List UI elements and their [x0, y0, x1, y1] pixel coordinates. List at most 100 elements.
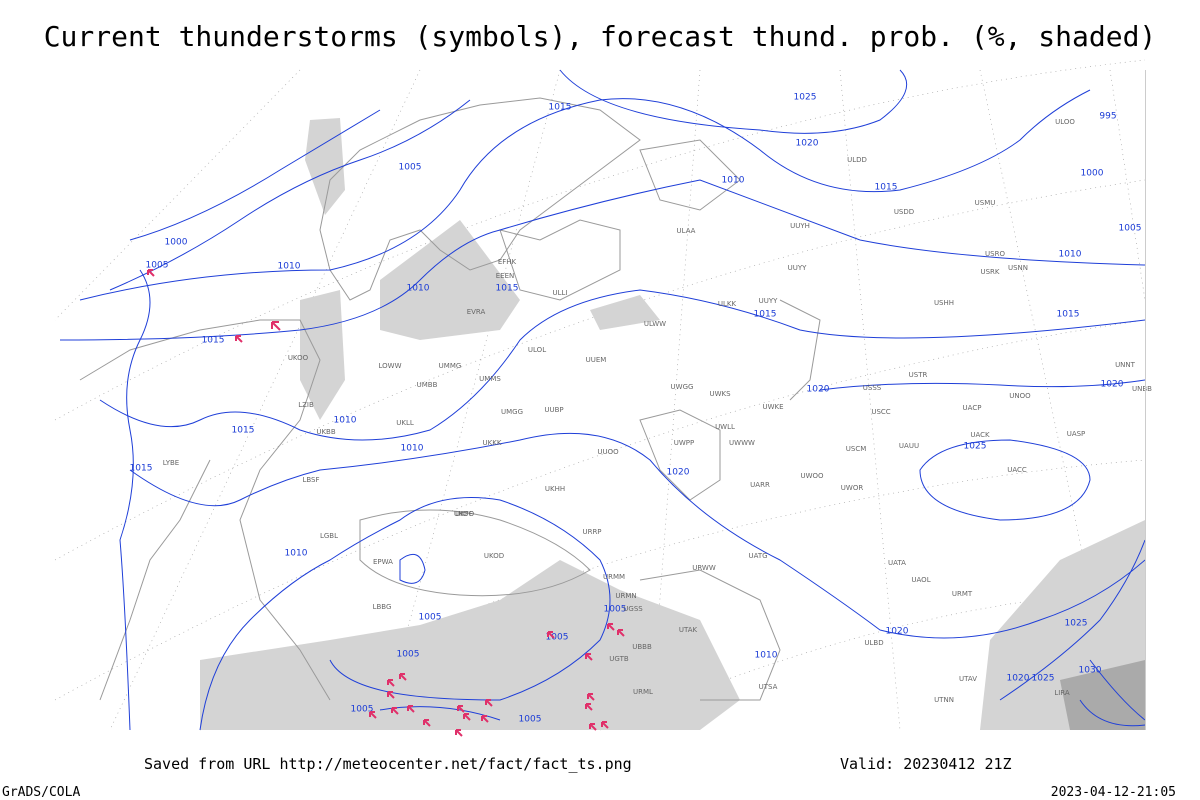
isobar-label: 1015 — [1057, 310, 1080, 320]
station-label: UACK — [970, 431, 990, 439]
station-label: USDD — [894, 208, 914, 216]
isobar-label: 1005 — [546, 633, 569, 643]
station-label: URMN — [615, 592, 636, 600]
isobar-label: 1015 — [549, 103, 572, 113]
isobars — [59, 69, 1146, 731]
station-label: USCM — [846, 445, 867, 453]
thunderstorm-symbols — [147, 269, 625, 737]
station-label: URML — [633, 688, 653, 696]
isobar-label: 1020 — [796, 139, 819, 149]
station-label: UMMG — [439, 362, 462, 370]
isobar-label: 1020 — [886, 627, 909, 637]
station-label: EEEN — [496, 272, 515, 280]
station-label: UATA — [888, 559, 906, 567]
station-label: ULBD — [864, 639, 883, 647]
station-label: UASP — [1067, 430, 1086, 438]
station-label: UKLL — [396, 419, 414, 427]
isobar-label: 1000 — [1081, 169, 1104, 179]
station-label: UWOR — [841, 484, 864, 492]
station-label: UKFF — [455, 510, 473, 518]
station-label: ULDD — [847, 156, 867, 164]
station-label: UKBB — [316, 428, 336, 436]
isobar-label: 995 — [1099, 112, 1116, 122]
station-label: UWPP — [674, 439, 695, 447]
station-label: UUYY — [788, 264, 808, 272]
station-label: UUYY — [759, 297, 779, 305]
isobar-label: 1005 — [146, 261, 169, 271]
isobar-label: 1010 — [407, 284, 430, 294]
station-label: UGSS — [623, 605, 643, 613]
station-label: USCC — [871, 408, 890, 416]
station-label: UKOO — [288, 354, 309, 362]
title: Current thunderstorms (symbols), forecas… — [44, 20, 1157, 53]
station-label: UKOO — [454, 510, 475, 518]
isobar-label: 1010 — [285, 549, 308, 559]
station-label: ULOO — [1055, 118, 1075, 126]
station-label: UARR — [750, 481, 770, 489]
isobar-label: 1005 — [397, 650, 420, 660]
station-label: USRO — [985, 250, 1005, 258]
isobar-label: 1010 — [278, 262, 301, 272]
station-label: UNNT — [1115, 361, 1136, 369]
station-label: USSS — [863, 384, 882, 392]
isobar-label: 1010 — [401, 444, 424, 454]
station-label: UWWW — [729, 439, 755, 447]
station-label: EPWA — [373, 558, 393, 566]
station-label: LZIB — [298, 401, 314, 409]
isobar-label: 1015 — [496, 284, 519, 294]
isobar-label: 1020 — [667, 468, 690, 478]
isobar-label: 1030 — [1079, 666, 1102, 676]
station-label: URRP — [582, 528, 601, 536]
graticule — [54, 59, 1146, 731]
station-label: USTR — [909, 371, 928, 379]
map-edge — [1145, 70, 1146, 730]
station-label: UAUU — [899, 442, 919, 450]
isobar-label: 1015 — [232, 426, 255, 436]
isobar-labels: 1015 1025 995 1020 1005 1010 1015 1000 1000 1005 1… — [130, 93, 1142, 725]
station-label: UAOL — [911, 576, 930, 584]
station-label: UKHH — [545, 485, 565, 493]
isobar-label: 1010 — [722, 176, 745, 186]
isobar-label: 1020 — [807, 385, 830, 395]
station-label: UATG — [748, 552, 767, 560]
isobar-label: 1005 — [604, 605, 627, 615]
station-label: LYBE — [163, 459, 179, 467]
station-label: ULOL — [528, 346, 546, 354]
isobar-label: 1005 — [519, 715, 542, 725]
station-label: UTSA — [759, 683, 778, 691]
isobar-label: 1015 — [754, 310, 777, 320]
station-label: UWOO — [800, 472, 824, 480]
station-label: ULKK — [718, 300, 737, 308]
coastlines — [79, 97, 821, 701]
station-label: UMGG — [501, 408, 523, 416]
isobar-label: 1005 — [419, 613, 442, 623]
isobar-label: 1000 — [165, 238, 188, 248]
station-label: UMMS — [479, 375, 501, 383]
station-label: ULAA — [677, 227, 696, 235]
isobar-label: 1010 — [1059, 250, 1082, 260]
isobar-label: 1025 — [964, 442, 987, 452]
isobar-label: 1015 — [202, 336, 225, 346]
station-label: LGBL — [320, 532, 338, 540]
station-label: UTAK — [679, 626, 698, 634]
valid-time: Valid: 20230412 21Z — [840, 755, 1012, 773]
isobar-label: 1005 — [1119, 224, 1142, 234]
isobar-label: 1005 — [351, 705, 374, 715]
isobar-label: 1025 — [1032, 674, 1055, 684]
station-labels: ULOO ULDD USDD USMU ULAA UUYY USRO USRK USNN ULLI… — [163, 118, 1152, 704]
station-label: UWKS — [709, 390, 731, 398]
station-label: LBSF — [302, 476, 319, 484]
isobar-label: 1015 — [875, 183, 898, 193]
station-label: UTAV — [959, 675, 977, 683]
station-label: UGTB — [609, 655, 629, 663]
source-url: Saved from URL http://meteocenter.net/fa… — [144, 755, 632, 773]
station-label: UTNN — [934, 696, 954, 704]
station-label: UACP — [963, 404, 982, 412]
isobar-label: 1020 — [1007, 674, 1030, 684]
station-label: UUOO — [597, 448, 619, 456]
station-label: UWGG — [671, 383, 694, 391]
station-label: URWW — [692, 564, 716, 572]
station-label: URMT — [952, 590, 973, 598]
station-label: ULWW — [644, 320, 666, 328]
